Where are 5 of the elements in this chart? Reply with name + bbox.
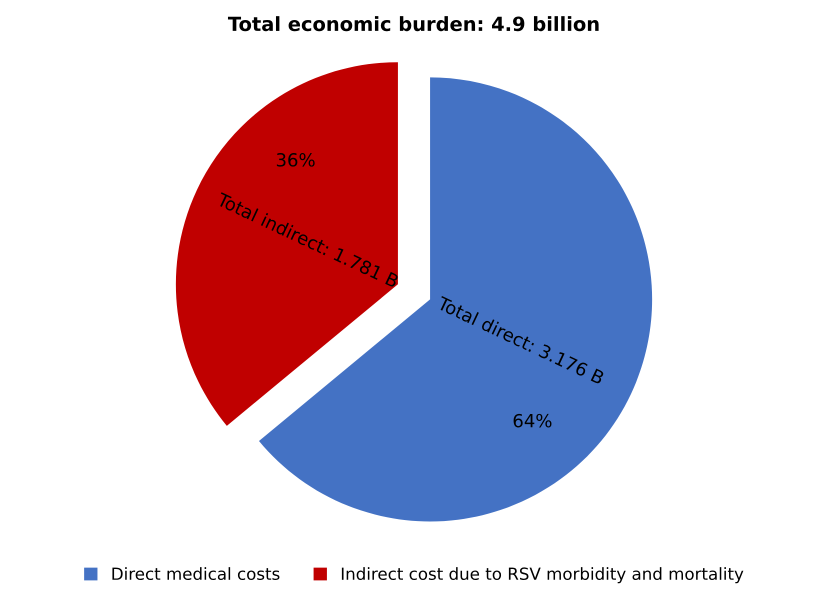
legend-label: Indirect cost due to RSV morbidity and mortality <box>342 567 744 584</box>
chart-title: Total economic burden: 4.9 billion <box>228 16 599 32</box>
legend-label: Direct medical costs <box>112 567 280 580</box>
data-label: 36% <box>276 153 315 167</box>
data-label: 64% <box>514 414 552 428</box>
